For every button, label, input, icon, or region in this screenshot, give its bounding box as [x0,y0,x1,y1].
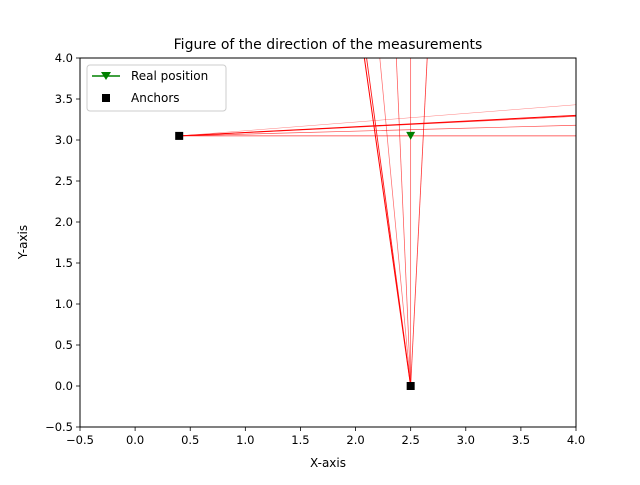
data-markers [175,131,416,390]
measurement-ray [395,58,412,387]
measurement-ray [179,104,576,137]
measurement-ray [179,115,576,137]
measurement-ray [410,58,428,387]
measurement-ray [379,58,412,387]
y-tick-label: 2.5 [55,174,73,188]
legend-anchors-label: Anchors [131,91,180,105]
y-tick-label: 1.5 [55,256,73,270]
x-tick-label: 3.0 [457,433,475,447]
x-tick-label: 4.0 [567,433,585,447]
measurement-lines [179,58,576,387]
x-tick-label: 1.5 [291,433,309,447]
x-axis-label: X-axis [310,456,346,470]
x-tick-label: −0.5 [66,433,94,447]
x-tick-label: 1.0 [236,433,254,447]
y-tick-label: −0.5 [45,420,73,434]
x-tick-label: 2.0 [346,433,364,447]
plot-frame [79,57,577,428]
real-position-marker [406,131,416,140]
x-axis-ticks: −0.5 0.0 0.5 1.0 1.5 2.0 2.5 3.0 3.5 4.0 [66,427,585,447]
legend: Real position Anchors [86,64,227,112]
chart-title: Figure of the direction of the measureme… [174,37,483,53]
measurement-ray [179,124,576,137]
anchor-marker [406,382,415,390]
y-tick-label: 3.5 [55,92,73,106]
legend-box [86,64,227,112]
y-tick-label: 1.0 [55,297,73,311]
y-axis-ticks: −0.5 0.0 0.5 1.0 1.5 2.0 2.5 3.0 3.5 4.0 [45,51,80,434]
x-tick-label: 2.5 [402,433,420,447]
legend-real-position-marker [101,72,111,80]
y-tick-label: 3.0 [55,133,73,147]
x-tick-label: 0.5 [181,433,199,447]
y-tick-label: 0.0 [55,379,73,393]
measurement-ray [366,58,412,387]
x-tick-label: 0.0 [126,433,144,447]
y-tick-label: 2.0 [55,215,73,229]
legend-anchors-marker [102,94,110,102]
y-tick-label: 4.0 [55,51,73,65]
x-tick-label: 3.5 [512,433,530,447]
y-tick-label: 0.5 [55,338,73,352]
legend-real-position-label: Real position [131,69,208,83]
y-axis-label: Y-axis [16,225,30,260]
anchor-marker [175,131,184,140]
